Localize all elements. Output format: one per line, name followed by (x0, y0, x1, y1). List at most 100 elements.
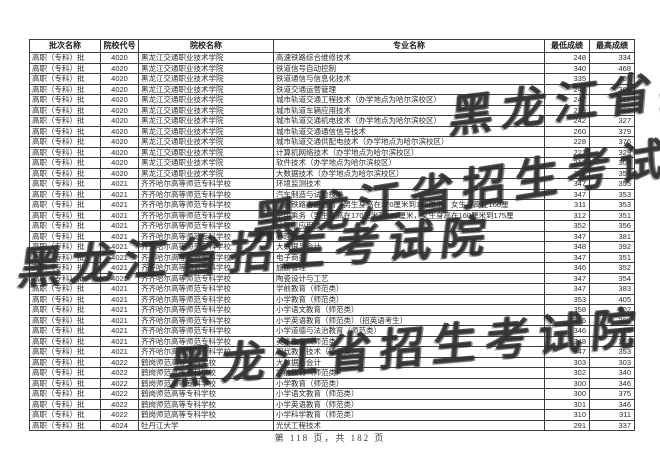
table-row: 高职（专科）批 4020 黑龙江交通职业技术学院 铁道交通运营管理 246 365 (29, 83, 635, 95)
cell-min-score: 213 (544, 157, 590, 169)
cell-max-score: 337 (589, 419, 635, 431)
cell-max-score: 351 (589, 167, 635, 179)
cell-max-score: 365 (589, 83, 635, 95)
table-body: 高职（专科）批 4020 黑龙江交通职业技术学院 高速铁路综合维修技术 248 334 高职… (29, 52, 635, 431)
cell-college-code: 4020 (100, 73, 139, 85)
cell-min-score: 242 (544, 115, 590, 127)
cell-max-score: 317 (589, 94, 635, 106)
cell-min-score: 335 (544, 73, 590, 85)
table-row: 高职（专科）批 4022 鹤岗师范高等专科学校 小学科学教育（师范类） 310 311 (29, 409, 635, 421)
cell-min-score: 312 (544, 209, 590, 221)
cell-min-score: 353 (544, 293, 590, 305)
cell-major-name: 学前教育（师范类） (273, 367, 545, 379)
table-row: 高职（专科）批 4021 齐齐哈尔高等师范专科学校 心理咨询 347 381 (29, 230, 635, 242)
cell-max-score: 305 (589, 157, 635, 169)
cell-college-code: 4021 (100, 293, 139, 305)
cell-college-name: 齐齐哈尔高等师范专科学校 (138, 293, 274, 305)
cell-college-name: 齐齐哈尔高等师范专科学校 (138, 230, 274, 242)
cell-batch-name: 高职（专科）批 (29, 73, 101, 85)
cell-college-code: 4020 (100, 146, 139, 158)
cell-major-name: 城市轨道交通机电技术（办学地点为哈尔滨校区） (273, 115, 545, 127)
cell-max-score: 346 (589, 377, 635, 389)
table-row: 高职（专科）批 4021 齐齐哈尔高等师范专科学校 大数据与会计 348 392 (29, 241, 635, 253)
table-row: 高职（专科）批 4021 齐齐哈尔高等师范专科学校 空中乘务（男生身高在170厘米到1… (29, 209, 635, 221)
cell-college-code: 4021 (100, 199, 139, 211)
cell-batch-name: 高职（专科）批 (29, 283, 101, 295)
cell-college-code: 4022 (100, 377, 139, 389)
cell-batch-name: 高职（专科）批 (29, 94, 101, 106)
cell-major-name: 光伏工程技术 (273, 419, 545, 431)
cell-college-name: 齐齐哈尔高等师范专科学校 (138, 199, 274, 211)
table-row: 高职（专科）批 4021 齐齐哈尔高等师范专科学校 电子商务 347 351 (29, 251, 635, 263)
cell-college-name: 黑龙江交通职业技术学院 (138, 83, 274, 95)
cell-major-name: 计算机应用技术 (273, 220, 545, 232)
cell-college-name: 齐齐哈尔高等师范专科学校 (138, 325, 274, 337)
cell-min-score: 221 (544, 146, 590, 158)
cell-college-name: 鹤岗师范高等专科学校 (138, 398, 274, 410)
cell-min-score: 340 (544, 62, 590, 74)
cell-major-name: 铁道信号自动控制 (273, 62, 545, 74)
cell-batch-name: 高职（专科）批 (29, 83, 101, 95)
table-row: 高职（专科）批 4021 齐齐哈尔高等师范专科学校 美术教育（师范类） 348 353 (29, 335, 635, 347)
cell-min-score: 311 (544, 199, 590, 211)
cell-min-score: 347 (544, 283, 590, 295)
cell-college-code: 4021 (100, 188, 139, 200)
cell-batch-name: 高职（专科）批 (29, 356, 101, 368)
cell-college-code: 4021 (100, 209, 139, 221)
cell-major-name: 铁道通信与信息化技术 (273, 73, 545, 85)
cell-college-code: 4020 (100, 125, 139, 137)
cell-max-score: 340 (589, 367, 635, 379)
cell-college-name: 齐齐哈尔高等师范专科学校 (138, 304, 274, 316)
cell-college-name: 鹤岗师范高等专科学校 (138, 388, 274, 400)
cell-college-code: 4021 (100, 346, 139, 358)
table-row: 高职（专科）批 4021 齐齐哈尔高等师范专科学校 汽车制造与试验技术 347 353 (29, 188, 635, 200)
cell-batch-name: 高职（专科）批 (29, 199, 101, 211)
cell-batch-name: 高职（专科）批 (29, 325, 101, 337)
cell-college-code: 4021 (100, 178, 139, 190)
cell-min-score: 358 (544, 304, 590, 316)
table-row: 高职（专科）批 4021 齐齐哈尔高等师范专科学校 现代教育技术（师范类） 347 353 (29, 346, 635, 358)
cell-college-name: 黑龙江交通职业技术学院 (138, 157, 274, 169)
cell-college-name: 黑龙江交通职业技术学院 (138, 125, 274, 137)
cell-max-score: 311 (589, 409, 635, 421)
cell-max-score: 351 (589, 251, 635, 263)
cell-major-name: 旅游管理 (273, 262, 545, 274)
table-row: 高职（专科）批 4020 黑龙江交通职业技术学院 高速铁路综合维修技术 248 334 (29, 52, 635, 64)
cell-major-name: 电子商务 (273, 251, 545, 263)
cell-batch-name: 高职（专科）批 (29, 241, 101, 253)
cell-max-score: 351 (589, 209, 635, 221)
cell-major-name: 计算机网络技术（办学地点为哈尔滨校区） (273, 146, 545, 158)
cell-college-name: 齐齐哈尔高等师范专科学校 (138, 188, 274, 200)
table-row: 高职（专科）批 4022 鹤岗师范高等专科学校 学前教育（师范类） 302 340 (29, 367, 635, 379)
cell-batch-name: 高职（专科）批 (29, 409, 101, 421)
cell-college-code: 4021 (100, 241, 139, 253)
table-row: 高职（专科）批 4022 鹤岗师范高等专科学校 大数据与会计 303 303 (29, 356, 635, 368)
table-row: 高职（专科）批 4024 牡丹江大学 光伏工程技术 291 337 (29, 419, 635, 431)
cell-batch-name: 高职（专科）批 (29, 178, 101, 190)
cell-min-score: 219 (544, 104, 590, 116)
cell-max-score: 346 (589, 398, 635, 410)
table-row: 高职（专科）批 4020 黑龙江交通职业技术学院 大数据技术（办学地点为哈尔滨校区） 2… (29, 167, 635, 179)
cell-batch-name: 高职（专科）批 (29, 388, 101, 400)
table-row: 高职（专科）批 4020 黑龙江交通职业技术学院 城市轨道交通机电技术（办学地点为哈尔… (29, 115, 635, 127)
cell-min-score: 347 (544, 230, 590, 242)
cell-college-name: 齐齐哈尔高等师范专科学校 (138, 220, 274, 232)
cell-batch-name: 高职（专科）批 (29, 377, 101, 389)
cell-major-name: 小学教育（师范类） (273, 377, 545, 389)
table-row: 高职（专科）批 4021 齐齐哈尔高等师范专科学校 学前教育（师范类） 347 383 (29, 283, 635, 295)
cell-max-score: 329 (589, 146, 635, 158)
cell-min-score: 348 (544, 335, 590, 347)
cell-batch-name: 高职（专科）批 (29, 62, 101, 74)
cell-min-score: 300 (544, 388, 590, 400)
table-row: 高职（专科）批 4021 齐齐哈尔高等师范专科学校 小学英语教育（师范类）（招英语考生… (29, 314, 635, 326)
header-batch-name: 批次名称 (29, 39, 101, 53)
cell-max-score: 375 (589, 388, 635, 400)
cell-min-score: 347 (544, 272, 590, 284)
cell-max-score: 356 (589, 220, 635, 232)
table-row: 高职（专科）批 4022 鹤岗师范高等专科学校 小学教育（师范类） 300 346 (29, 377, 635, 389)
cell-college-name: 齐齐哈尔高等师范专科学校 (138, 262, 274, 274)
cell-max-score: 376 (589, 136, 635, 148)
cell-college-code: 4024 (100, 419, 139, 431)
cell-college-code: 4021 (100, 230, 139, 242)
